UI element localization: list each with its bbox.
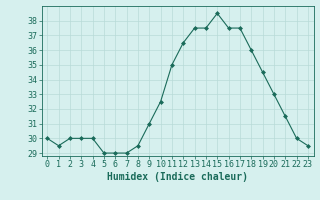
X-axis label: Humidex (Indice chaleur): Humidex (Indice chaleur) (107, 172, 248, 182)
